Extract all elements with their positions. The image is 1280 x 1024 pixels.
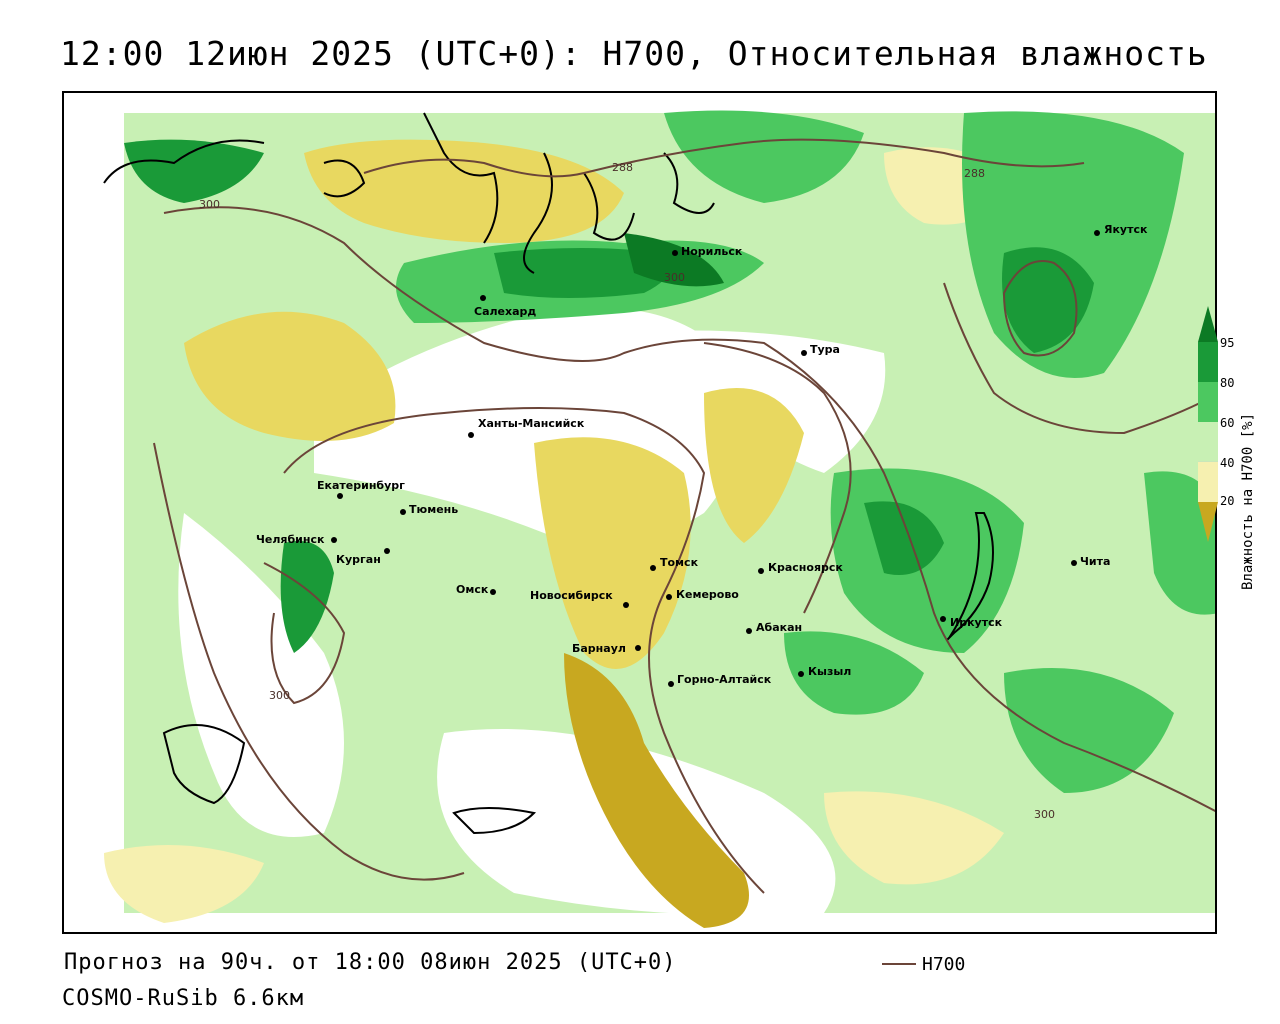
city-label: Барнаул	[572, 642, 626, 655]
map-canvas: 300 288 300 288 300 300 Салехард Норильс…	[64, 93, 1215, 932]
city-marker	[480, 295, 486, 301]
city-marker	[668, 681, 674, 687]
colorbar-tick: 95	[1220, 336, 1235, 350]
saturated-region	[624, 233, 724, 287]
lake-outline	[162, 724, 246, 805]
very-wet-region	[280, 541, 334, 653]
city-label: Иркутск	[950, 616, 1003, 629]
slightly-dry-region	[824, 791, 1004, 885]
legend-label: H700	[922, 954, 966, 975]
contour-label: 300	[664, 271, 685, 284]
city-marker	[331, 537, 337, 543]
city-label: Курган	[336, 553, 381, 566]
very-wet-region	[494, 248, 671, 298]
city-label: Горно-Алтайск	[677, 673, 772, 686]
city-label: Норильск	[681, 245, 743, 258]
contour-label: 300	[269, 689, 290, 702]
city-marker	[337, 493, 343, 499]
legend-line-swatch	[882, 963, 916, 965]
city-marker	[672, 250, 678, 256]
coastline	[103, 112, 715, 274]
colorbar-title: Влажность на H700 [%]	[1240, 412, 1256, 590]
city-marker	[798, 671, 804, 677]
city-label: Кемерово	[676, 588, 739, 601]
very-wet-region	[864, 501, 944, 575]
city-marker	[1071, 560, 1077, 566]
colorbar-tick: 80	[1220, 376, 1235, 390]
city-label: Чита	[1080, 555, 1110, 568]
contour-label: 300	[1034, 808, 1055, 821]
city-marker	[746, 628, 752, 634]
wet-region	[1004, 668, 1174, 793]
city-label: Абакан	[756, 621, 802, 634]
forecast-info: Прогноз на 90ч. от 18:00 08июн 2025 (UTC…	[64, 950, 677, 975]
contour-label: 300	[199, 198, 220, 211]
city-label: Тюмень	[409, 503, 458, 516]
very-wet-region	[124, 139, 264, 203]
city-marker	[650, 565, 656, 571]
city-label: Ханты-Мансийск	[478, 417, 585, 430]
colorbar-tick: 40	[1220, 456, 1235, 470]
humidity-map[interactable]: 300 288 300 288 300 300 Салехард Норильс…	[62, 91, 1217, 934]
lake-baikal	[946, 512, 994, 641]
city-label: Екатеринбург	[317, 479, 405, 492]
slightly-dry-region	[104, 845, 264, 923]
contour-label: 288	[964, 167, 985, 180]
map-title: 12:00 12июн 2025 (UTC+0): H700, Относите…	[60, 34, 1208, 73]
city-marker	[801, 350, 807, 356]
city-marker	[1094, 230, 1100, 236]
city-label: Новосибирск	[530, 589, 613, 602]
h700-contours	[153, 138, 1215, 894]
city-marker	[940, 616, 946, 622]
colorbar	[1198, 306, 1218, 542]
colorbar-tick: 20	[1220, 494, 1235, 508]
cities: Салехард Норильск Тура Якутск Ханты-Манс…	[256, 223, 1148, 687]
city-label: Томск	[660, 556, 699, 569]
model-name: COSMO-RuSib 6.6км	[62, 986, 305, 1011]
wet-region	[1144, 471, 1215, 615]
city-label: Кызыл	[808, 665, 851, 678]
dry-region	[184, 311, 396, 441]
city-marker	[468, 432, 474, 438]
city-marker	[490, 589, 496, 595]
lake-outline	[452, 807, 537, 835]
dry-region	[704, 388, 804, 543]
city-marker	[384, 548, 390, 554]
city-marker	[400, 509, 406, 515]
wet-region	[664, 110, 864, 203]
very-wet-region	[1002, 247, 1094, 353]
city-label: Омск	[456, 583, 489, 596]
city-label: Салехард	[474, 305, 536, 318]
neutral-region	[178, 513, 344, 837]
city-marker	[758, 568, 764, 574]
city-marker	[635, 645, 641, 651]
city-label: Красноярск	[768, 561, 843, 574]
city-label: Челябинск	[256, 533, 325, 546]
very-dry-region	[564, 653, 749, 928]
city-marker	[623, 602, 629, 608]
city-label: Якутск	[1104, 223, 1148, 236]
contour-label: 288	[612, 161, 633, 174]
city-label: Тура	[810, 343, 840, 356]
colorbar-tick: 60	[1220, 416, 1235, 430]
city-marker	[666, 594, 672, 600]
dry-region	[534, 437, 691, 669]
wet-region	[784, 631, 924, 715]
